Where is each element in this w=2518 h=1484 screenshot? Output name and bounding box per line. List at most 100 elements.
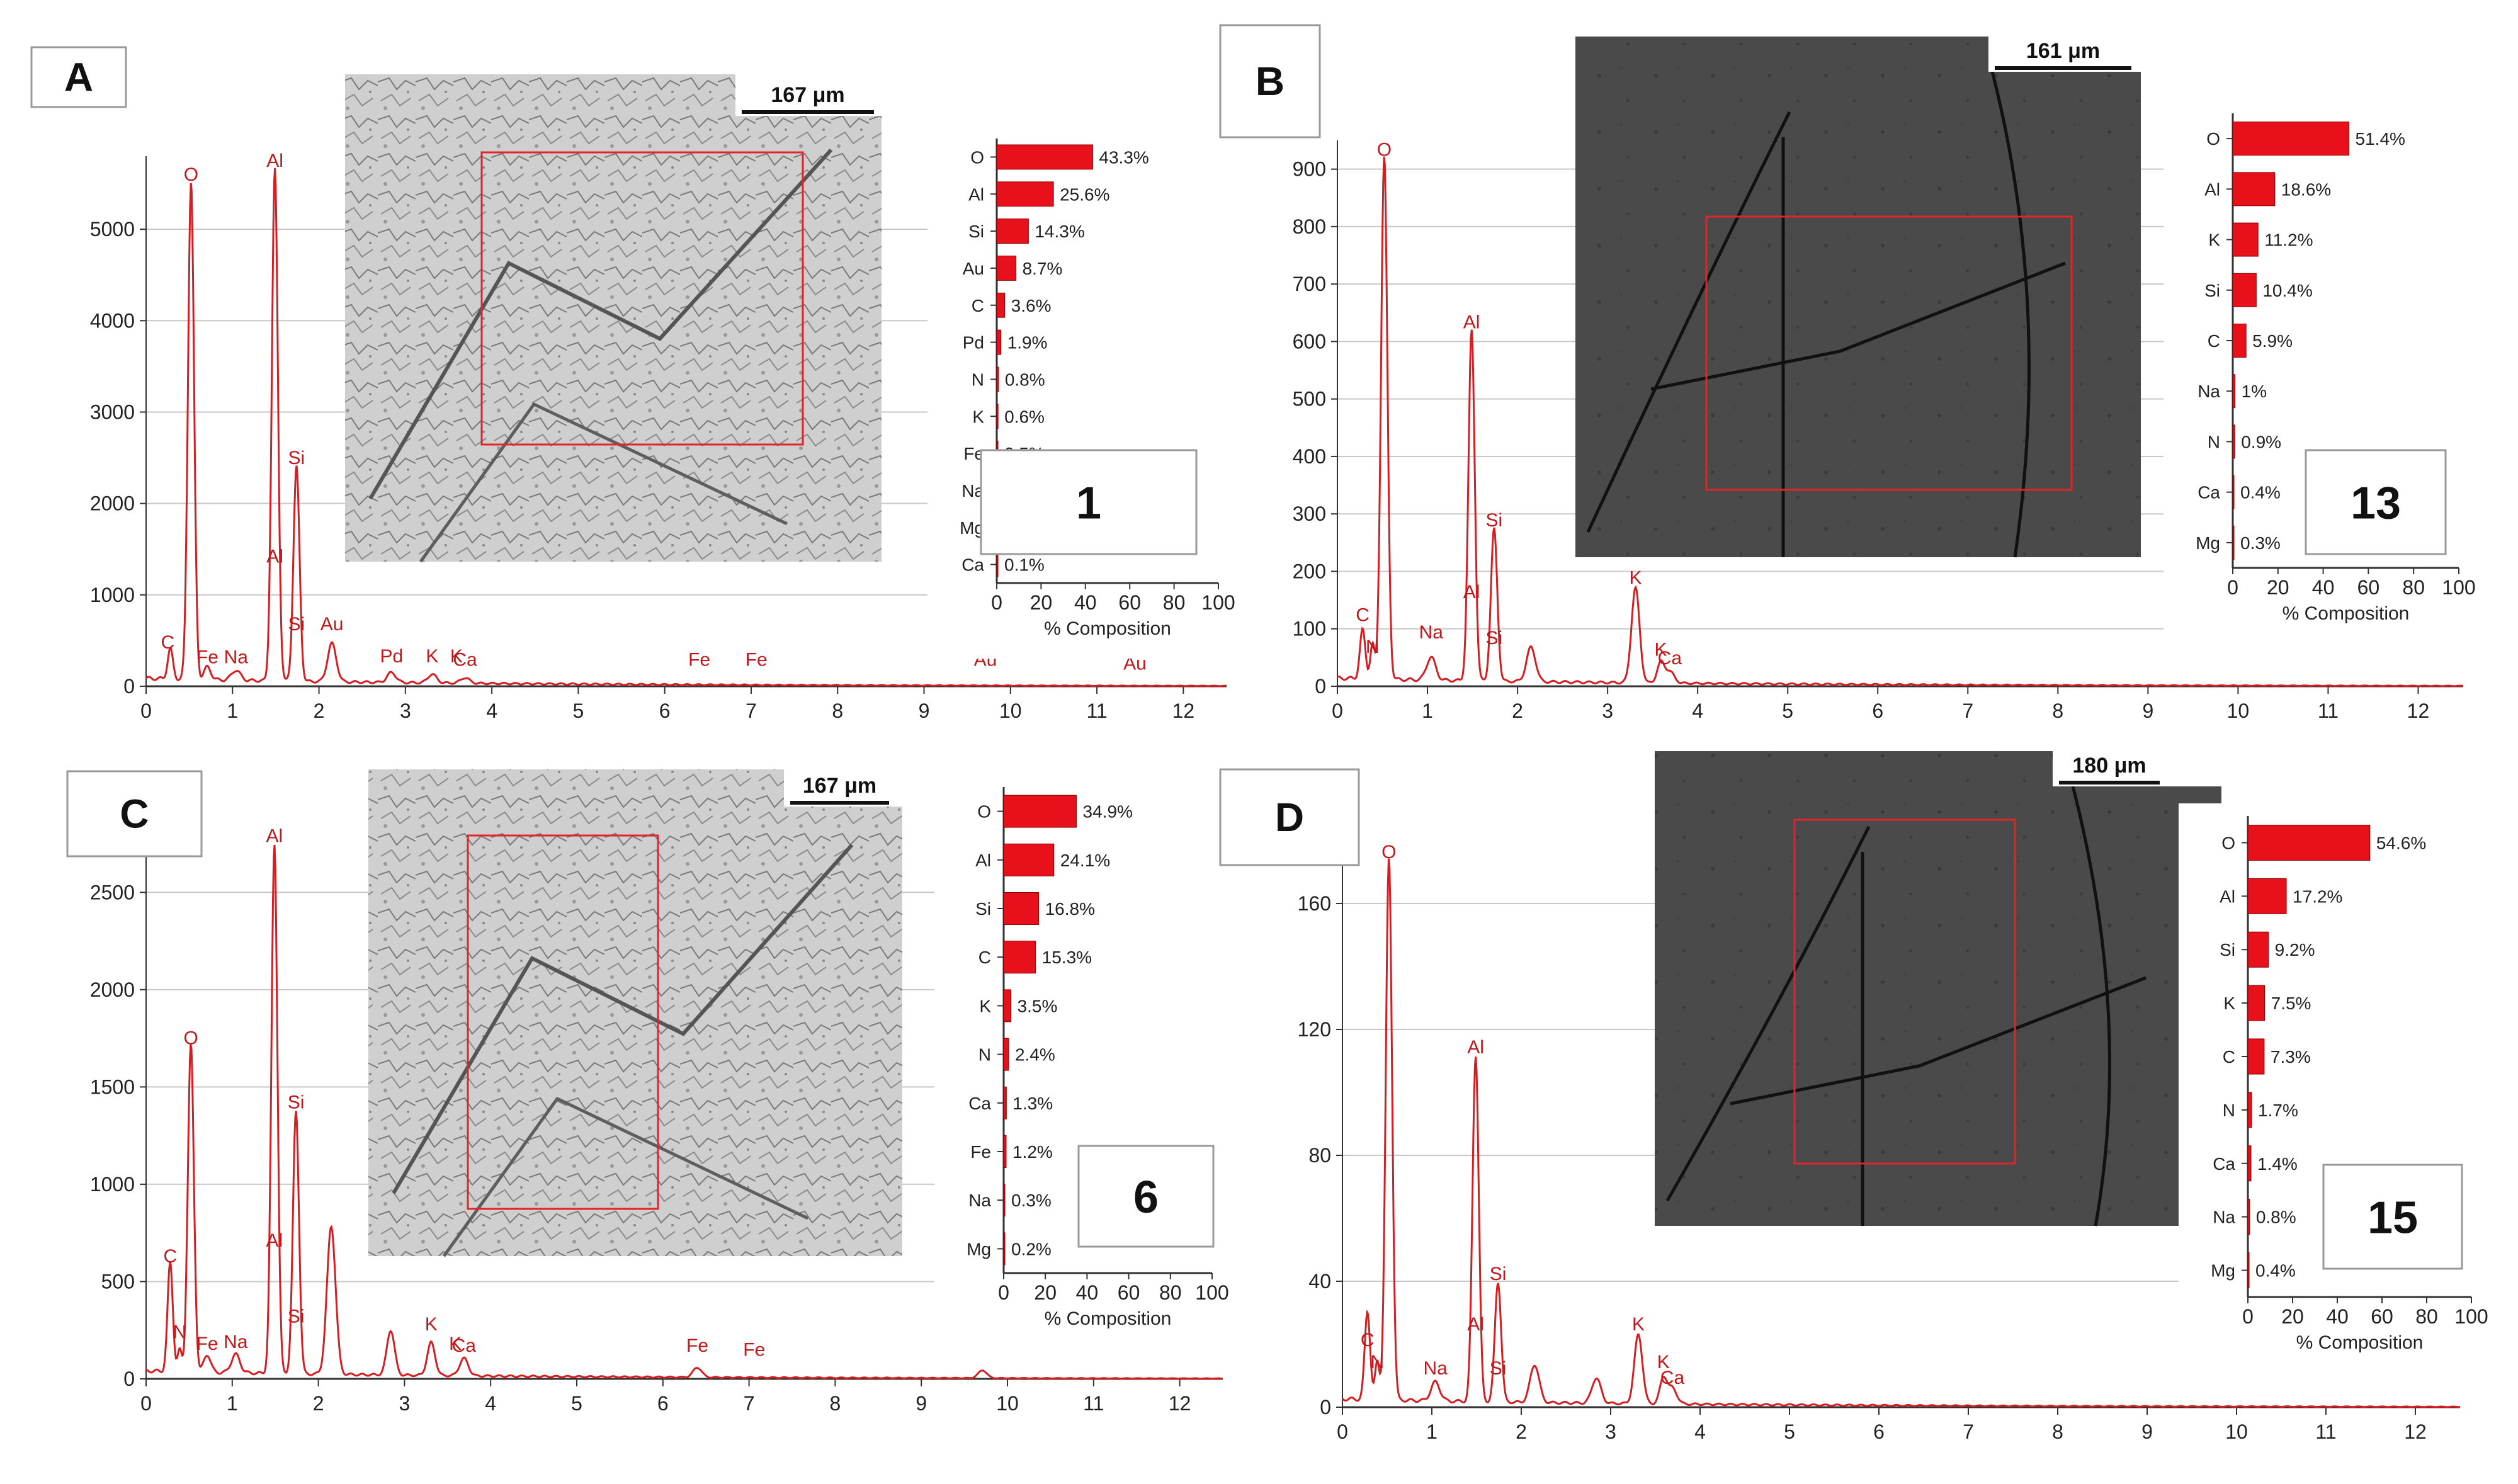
x-tick-label: 9: [916, 1392, 927, 1415]
composition-element-label: Ca: [968, 1094, 991, 1113]
composition-bar: [2232, 475, 2235, 509]
y-tick-label: 0: [123, 1368, 135, 1390]
composition-x-tick-label: 20: [2281, 1305, 2304, 1328]
composition-value-label: 17.2%: [2293, 886, 2342, 906]
peak-label: Na: [1419, 622, 1444, 643]
x-tick-label: 11: [2315, 1420, 2336, 1443]
panel-letter: A: [64, 55, 93, 100]
peak-label: C: [1361, 1330, 1375, 1351]
sample-number-box: [1077, 1145, 1215, 1248]
composition-value-label: 3.6%: [1011, 296, 1052, 315]
composition-value-label: 0.1%: [1004, 555, 1045, 575]
y-tick-label: 700: [1293, 273, 1326, 295]
sem-micrograph: [345, 74, 882, 562]
composition-x-tick-label: 100: [2442, 576, 2475, 599]
sample-number: 1: [1076, 479, 1101, 529]
composition-value-label: 7.5%: [2271, 994, 2311, 1013]
x-tick-label: 3: [400, 700, 411, 722]
sem-crack: [1988, 61, 2031, 558]
composition-bar: [2232, 424, 2235, 459]
y-tick-label: 2000: [90, 492, 135, 515]
peak-label: K: [449, 1334, 462, 1354]
y-tick-label: 2000: [90, 978, 135, 1001]
panel-letter: D: [1275, 795, 1304, 840]
y-tick-label: 1000: [90, 584, 135, 606]
composition-value-label: 1.7%: [2258, 1101, 2298, 1120]
composition-bar: [2232, 172, 2276, 207]
composition-element-label: Na: [2198, 382, 2220, 401]
peak-label: Al: [266, 825, 283, 846]
composition-element-label: O: [2206, 129, 2220, 149]
composition-x-tick-label: 40: [1076, 1281, 1099, 1304]
scale-bar-label: 180 μm: [2072, 754, 2146, 778]
composition-element-label: C: [978, 948, 991, 967]
peak-label: O: [1381, 842, 1396, 863]
peak-label: N: [173, 1322, 187, 1342]
peak-label: Al: [1463, 312, 1480, 332]
panel-letter-box: [1219, 24, 1321, 139]
spectrum-line: [1341, 858, 2460, 1408]
composition-value-label: 18.6%: [2281, 179, 2331, 199]
composition-bar: [2232, 273, 2257, 307]
composition-bar: [1003, 795, 1077, 828]
x-tick-label: 9: [2141, 1420, 2153, 1443]
scale-bar-label: 167 μm: [771, 83, 844, 107]
composition-value-label: 1.4%: [2257, 1154, 2298, 1174]
x-tick-label: 9: [919, 700, 930, 722]
peak-label: K: [450, 646, 463, 667]
peak-label: Si: [1486, 510, 1503, 531]
composition-x-tick-label: 60: [1118, 591, 1141, 614]
peak-label: Ca: [453, 650, 477, 671]
composition-bar: [2247, 1038, 2265, 1075]
x-tick-label: 12: [1169, 1392, 1191, 1415]
x-tick-label: 8: [830, 1392, 841, 1415]
composition-panel: [934, 774, 1225, 1349]
composition-x-axis-title: % Composition: [2296, 1332, 2424, 1353]
sem-crack: [1650, 261, 2066, 391]
composition-x-tick-label: 60: [1118, 1281, 1140, 1304]
composition-bar: [996, 256, 1017, 281]
composition-element-label: Al: [968, 184, 984, 204]
x-tick-label: 2: [314, 700, 325, 722]
y-tick-label: 100: [1293, 618, 1326, 640]
composition-bar: [2247, 1252, 2250, 1289]
x-tick-label: 7: [1962, 700, 1973, 722]
composition-value-label: 7.3%: [2271, 1047, 2311, 1067]
x-tick-label: 12: [1172, 700, 1195, 722]
sample-number: 15: [2368, 1193, 2418, 1243]
x-tick-label: 4: [486, 700, 497, 722]
y-tick-label: 2500: [90, 881, 135, 903]
composition-element-label: O: [970, 147, 984, 167]
composition-value-label: 1.2%: [1012, 1142, 1053, 1162]
composition-x-tick-label: 100: [1195, 1281, 1228, 1304]
peak-label: Si: [1486, 628, 1503, 649]
sem-micrograph: [368, 769, 902, 1256]
x-tick-label: 6: [1872, 700, 1883, 722]
peak-label: Na: [224, 647, 249, 667]
composition-element-label: O: [2221, 833, 2235, 852]
y-tick-label: 500: [101, 1270, 135, 1293]
y-tick-label: 160: [1298, 892, 1331, 915]
composition-value-label: 51.4%: [2356, 129, 2405, 149]
spectrum-line: [145, 844, 1223, 1380]
peak-label: O: [184, 164, 198, 185]
x-tick-label: 5: [1784, 1420, 1795, 1443]
peak-label: K: [426, 646, 438, 667]
composition-bar: [1003, 843, 1055, 876]
composition-bar: [2232, 122, 2350, 156]
y-tick-label: 40: [1308, 1270, 1331, 1293]
peak-label: Al: [266, 150, 283, 171]
composition-x-tick-label: 100: [1201, 591, 1235, 614]
sem-ridge: [368, 148, 833, 500]
composition-value-label: 0.2%: [1011, 1239, 1052, 1259]
y-tick-label: 5000: [90, 218, 135, 241]
x-tick-label: 9: [2142, 700, 2153, 722]
peak-label: Si: [1490, 1264, 1507, 1284]
sample-number-box: [2305, 449, 2447, 555]
sem-crack: [1665, 825, 1871, 1202]
peak-label: K: [1629, 567, 1642, 588]
